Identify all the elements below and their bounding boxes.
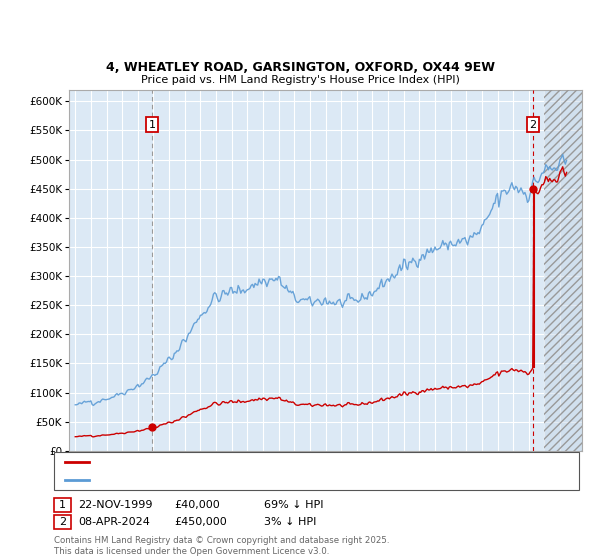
Text: £40,000: £40,000 bbox=[174, 500, 220, 510]
Text: Price paid vs. HM Land Registry's House Price Index (HPI): Price paid vs. HM Land Registry's House … bbox=[140, 75, 460, 85]
Bar bbox=[544, 90, 582, 451]
Text: 22-NOV-1999: 22-NOV-1999 bbox=[78, 500, 152, 510]
Text: 1: 1 bbox=[59, 500, 66, 510]
Bar bbox=[544, 90, 582, 451]
Text: 3% ↓ HPI: 3% ↓ HPI bbox=[264, 517, 316, 527]
Text: 08-APR-2024: 08-APR-2024 bbox=[78, 517, 150, 527]
Text: 2: 2 bbox=[59, 517, 66, 527]
Text: 69% ↓ HPI: 69% ↓ HPI bbox=[264, 500, 323, 510]
Text: HPI: Average price, semi-detached house, South Oxfordshire: HPI: Average price, semi-detached house,… bbox=[94, 475, 382, 484]
Text: 1: 1 bbox=[148, 119, 155, 129]
Text: Contains HM Land Registry data © Crown copyright and database right 2025.
This d: Contains HM Land Registry data © Crown c… bbox=[54, 536, 389, 556]
Text: 2: 2 bbox=[529, 119, 536, 129]
Text: £450,000: £450,000 bbox=[174, 517, 227, 527]
Text: 4, WHEATLEY ROAD, GARSINGTON, OXFORD, OX44 9EW: 4, WHEATLEY ROAD, GARSINGTON, OXFORD, OX… bbox=[106, 61, 494, 74]
Text: 4, WHEATLEY ROAD, GARSINGTON, OXFORD, OX44 9EW (semi-detached house): 4, WHEATLEY ROAD, GARSINGTON, OXFORD, OX… bbox=[94, 458, 470, 466]
